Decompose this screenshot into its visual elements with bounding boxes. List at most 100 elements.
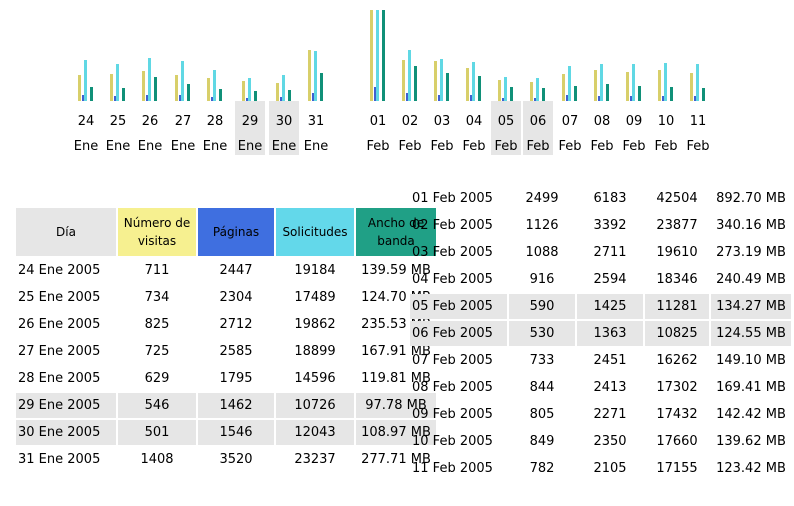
tick-label-month: Feb (526, 139, 549, 154)
bar-ancho-de-banda-15 (606, 84, 609, 101)
cell-ancho: 277.71 MB (361, 452, 431, 467)
table-row: 25 Ene 2005 734 2304 17489 124.70 MB (16, 285, 436, 310)
cell-date: 01 Feb 2005 (412, 191, 493, 206)
tick-label-day: 01 (370, 114, 387, 129)
tick-label-day: 08 (594, 114, 611, 129)
tick-label-month: Ene (304, 139, 328, 154)
bar-número-de-visitas-3 (175, 75, 178, 101)
tick-label-day: 24 (78, 114, 95, 129)
bar-número-de-visitas-12 (498, 80, 501, 101)
bar-páginas-9 (406, 93, 409, 101)
tick-label-day: 02 (402, 114, 419, 129)
cell-solicitudes: 23877 (656, 218, 698, 233)
tick-label-day: 06 (530, 114, 547, 129)
bar-páginas-0 (82, 95, 85, 101)
bar-páginas-14 (566, 95, 569, 101)
cell-ancho: 119.81 MB (361, 371, 431, 386)
bar-solicitudes-7 (314, 51, 317, 101)
cell-visitas: 844 (529, 380, 555, 395)
cell-paginas: 1795 (219, 371, 253, 386)
cell-solicitudes: 10726 (276, 393, 354, 418)
bar-páginas-16 (630, 96, 633, 101)
tick-label-month: Feb (430, 139, 453, 154)
table-row: 08 Feb 2005 844 2413 17302 169.41 MB (410, 375, 791, 400)
cell-ancho: 169.41 MB (716, 380, 786, 395)
tick-label-month: Feb (494, 139, 517, 154)
bar-número-de-visitas-15 (594, 70, 597, 101)
cell-ancho: 240.49 MB (716, 272, 786, 287)
bar-número-de-visitas-7 (308, 50, 311, 101)
cell-visitas: 629 (144, 371, 170, 386)
table-row: 02 Feb 2005 1126 3392 23877 340.16 MB (410, 213, 791, 238)
header-dia: Día (16, 208, 116, 256)
cell-date: 29 Ene 2005 (16, 393, 116, 418)
cell-ancho: 340.16 MB (716, 218, 786, 233)
cell-solicitudes: 19184 (294, 263, 336, 278)
table-row: 28 Ene 2005 629 1795 14596 119.81 MB (16, 366, 436, 391)
cell-ancho: 97.78 MB (356, 393, 436, 418)
table-row: 30 Ene 2005 501 1546 12043 108.97 MB (16, 420, 436, 445)
weekend-label-bg (235, 101, 265, 155)
bar-ancho-de-banda-6 (288, 90, 291, 101)
bar-número-de-visitas-8 (370, 10, 373, 101)
cell-visitas: 2499 (525, 191, 559, 206)
bar-número-de-visitas-13 (530, 82, 533, 101)
cell-paginas: 2350 (593, 434, 627, 449)
cell-solicitudes: 17432 (656, 407, 698, 422)
cell-ancho: 108.97 MB (356, 420, 436, 445)
bar-solicitudes-8 (376, 10, 379, 101)
daily-bar-chart: 24 Ene 25 Ene 26 Ene 27 Ene 28 Ene 29 Ene 30 Ene 31 Ene… (74, 10, 710, 155)
cell-ancho: 134.27 MB (711, 294, 791, 319)
cell-date: 25 Ene 2005 (18, 290, 101, 305)
cell-visitas: 782 (529, 461, 555, 476)
bar-número-de-visitas-17 (658, 70, 661, 101)
cell-solicitudes: 12043 (276, 420, 354, 445)
bar-solicitudes-2 (148, 58, 151, 101)
bar-ancho-de-banda-17 (670, 87, 673, 101)
bar-solicitudes-13 (536, 78, 539, 101)
cell-date: 08 Feb 2005 (412, 380, 493, 395)
bar-número-de-visitas-0 (78, 75, 81, 101)
bar-solicitudes-6 (282, 75, 285, 101)
bar-ancho-de-banda-12 (510, 87, 513, 101)
bar-páginas-4 (211, 97, 214, 101)
cell-visitas: 1408 (140, 452, 174, 467)
cell-paginas: 2585 (219, 344, 253, 359)
bar-número-de-visitas-2 (142, 71, 145, 101)
cell-solicitudes: 17155 (656, 461, 698, 476)
cell-solicitudes: 19610 (656, 245, 698, 260)
tick-label-month: Feb (686, 139, 709, 154)
cell-date: 30 Ene 2005 (16, 420, 116, 445)
bar-número-de-visitas-16 (626, 72, 629, 101)
bar-ancho-de-banda-16 (638, 86, 641, 101)
bar-ancho-de-banda-4 (219, 89, 222, 101)
bar-páginas-7 (312, 93, 315, 101)
tick-label-month: Ene (138, 139, 162, 154)
cell-solicitudes: 17489 (294, 290, 336, 305)
cell-visitas: 805 (529, 407, 555, 422)
tick-label-day: 26 (142, 114, 159, 129)
cell-paginas: 1546 (198, 420, 274, 445)
cell-paginas: 2451 (593, 353, 627, 368)
header-visitas: Número de visitas (118, 208, 196, 256)
tick-label-month: Feb (462, 139, 485, 154)
table-row: 27 Ene 2005 725 2585 18899 167.91 MB (16, 339, 436, 364)
cell-solicitudes: 18899 (294, 344, 336, 359)
tick-label-day: 04 (466, 114, 483, 129)
tick-label-month: Feb (590, 139, 613, 154)
cell-date: 02 Feb 2005 (412, 218, 493, 233)
header-paginas: Páginas (198, 208, 274, 256)
bar-número-de-visitas-9 (402, 60, 405, 101)
cell-visitas: 711 (144, 263, 170, 278)
cell-ancho: 273.19 MB (716, 245, 786, 260)
cell-date: 28 Ene 2005 (18, 371, 101, 386)
bar-solicitudes-16 (632, 64, 635, 101)
table-row: 05 Feb 2005 590 1425 11281 134.27 MB (410, 294, 791, 319)
cell-ancho: 139.59 MB (361, 263, 431, 278)
cell-visitas: 1126 (525, 218, 559, 233)
cell-paginas: 2712 (219, 317, 253, 332)
table-row: 24 Ene 2005 711 2447 19184 139.59 MB (16, 258, 436, 283)
tick-label-month: Ene (272, 139, 296, 154)
bar-páginas-8 (374, 87, 377, 101)
bar-ancho-de-banda-9 (414, 66, 417, 101)
